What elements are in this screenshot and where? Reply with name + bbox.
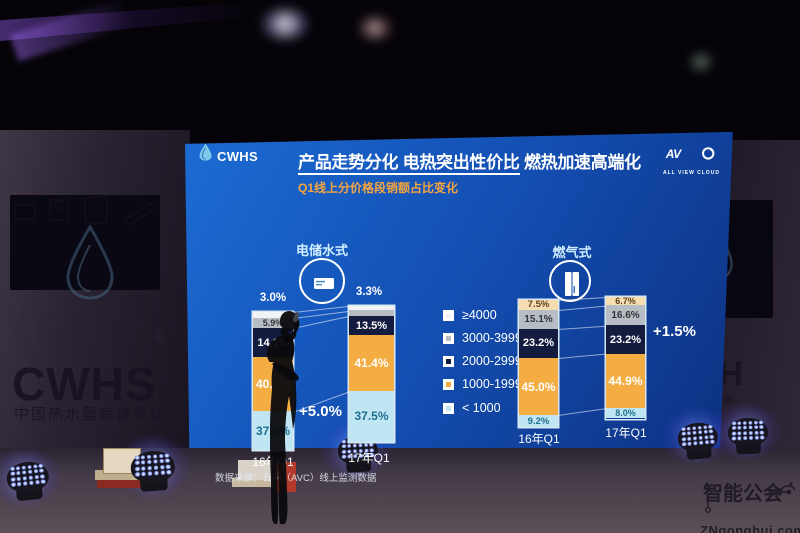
svg-text:AV: AV [665,147,682,161]
svg-text:智能公会: 智能公会 [703,481,783,505]
